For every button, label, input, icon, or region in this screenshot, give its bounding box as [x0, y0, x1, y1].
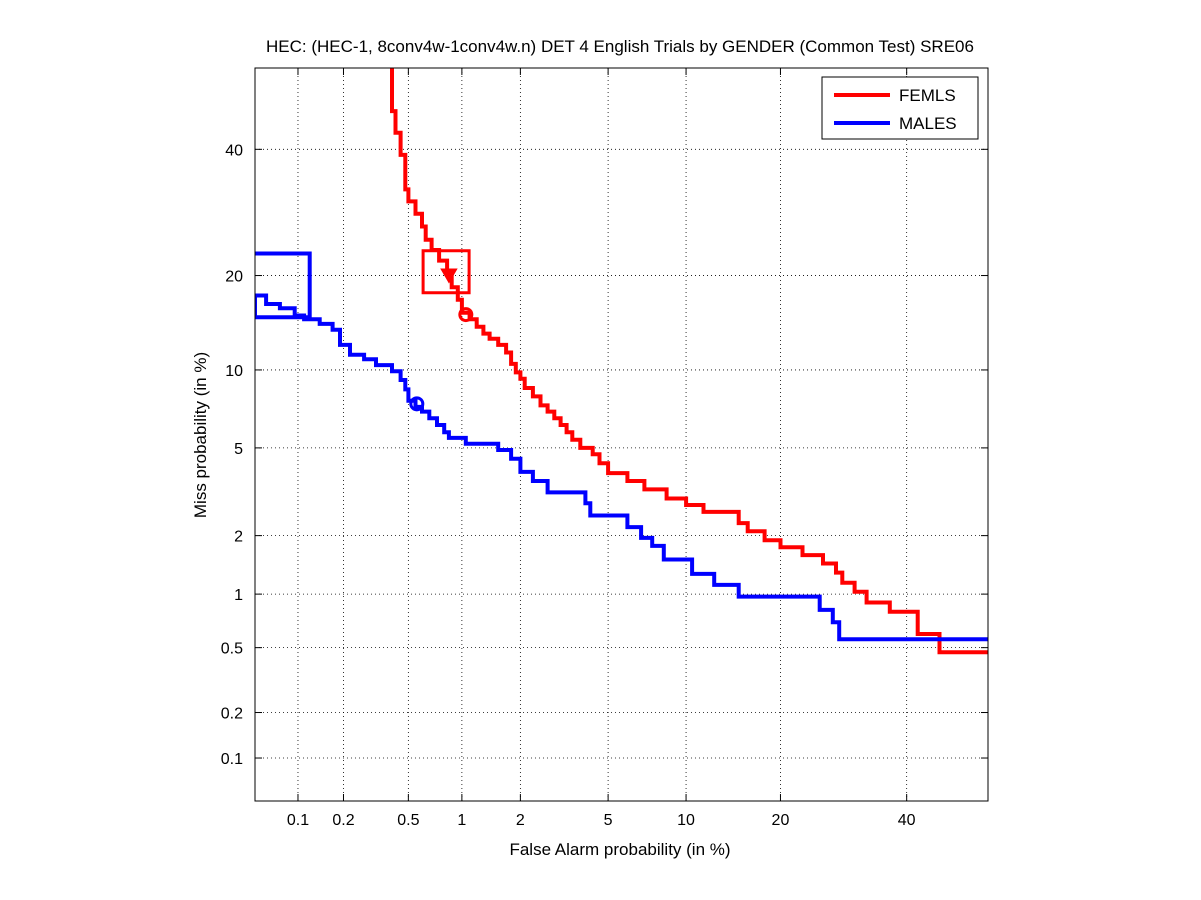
y-tick-label: 10 — [225, 363, 243, 380]
series-layer — [255, 68, 988, 655]
x-tick-label: 1 — [457, 812, 466, 829]
y-tick-label: 5 — [234, 441, 243, 458]
y-tick-label: 40 — [225, 142, 243, 159]
legend-label-femls: FEMLS — [899, 86, 956, 105]
series-line-femls — [390, 68, 988, 655]
x-axis-label: False Alarm probability (in %) — [509, 840, 730, 859]
legend-label-males: MALES — [899, 114, 957, 133]
x-tick-label: 0.1 — [287, 812, 309, 829]
grid-layer — [255, 68, 988, 801]
series-line-males — [255, 251, 988, 642]
marker-square-box-femls — [421, 249, 471, 295]
y-tick-label: 20 — [225, 269, 243, 286]
marker-circle-femls — [458, 307, 474, 323]
x-tick-label: 2 — [516, 812, 525, 829]
plot-frame — [254, 67, 989, 802]
y-tick-label: 0.2 — [221, 706, 243, 723]
legend: FEMLS MALES — [821, 76, 979, 140]
x-tick-label: 0.2 — [332, 812, 354, 829]
legend-box — [821, 76, 979, 140]
x-tick-label: 5 — [604, 812, 613, 829]
chart-title: HEC: (HEC-1, 8conv4w-1conv4w.n) DET 4 En… — [266, 37, 974, 56]
marker-layer — [409, 249, 474, 412]
x-axis-ticks: 0.1 0.2 0.5 1 2 5 10 20 40 — [287, 68, 916, 829]
y-tick-label: 2 — [234, 529, 243, 546]
x-tick-label: 10 — [677, 812, 695, 829]
marker-triangle-down-femls — [440, 268, 458, 284]
marker-circle-males — [409, 396, 425, 412]
x-tick-label: 20 — [772, 812, 790, 829]
x-tick-label: 40 — [898, 812, 916, 829]
y-tick-label: 1 — [234, 587, 243, 604]
x-tick-label: 0.5 — [397, 812, 419, 829]
y-tick-label: 0.1 — [221, 751, 243, 768]
y-axis-label: Miss probability (in %) — [191, 352, 210, 518]
y-tick-label: 0.5 — [221, 641, 243, 658]
y-axis-ticks: 0.1 0.2 0.5 1 2 5 10 20 40 — [221, 142, 988, 768]
